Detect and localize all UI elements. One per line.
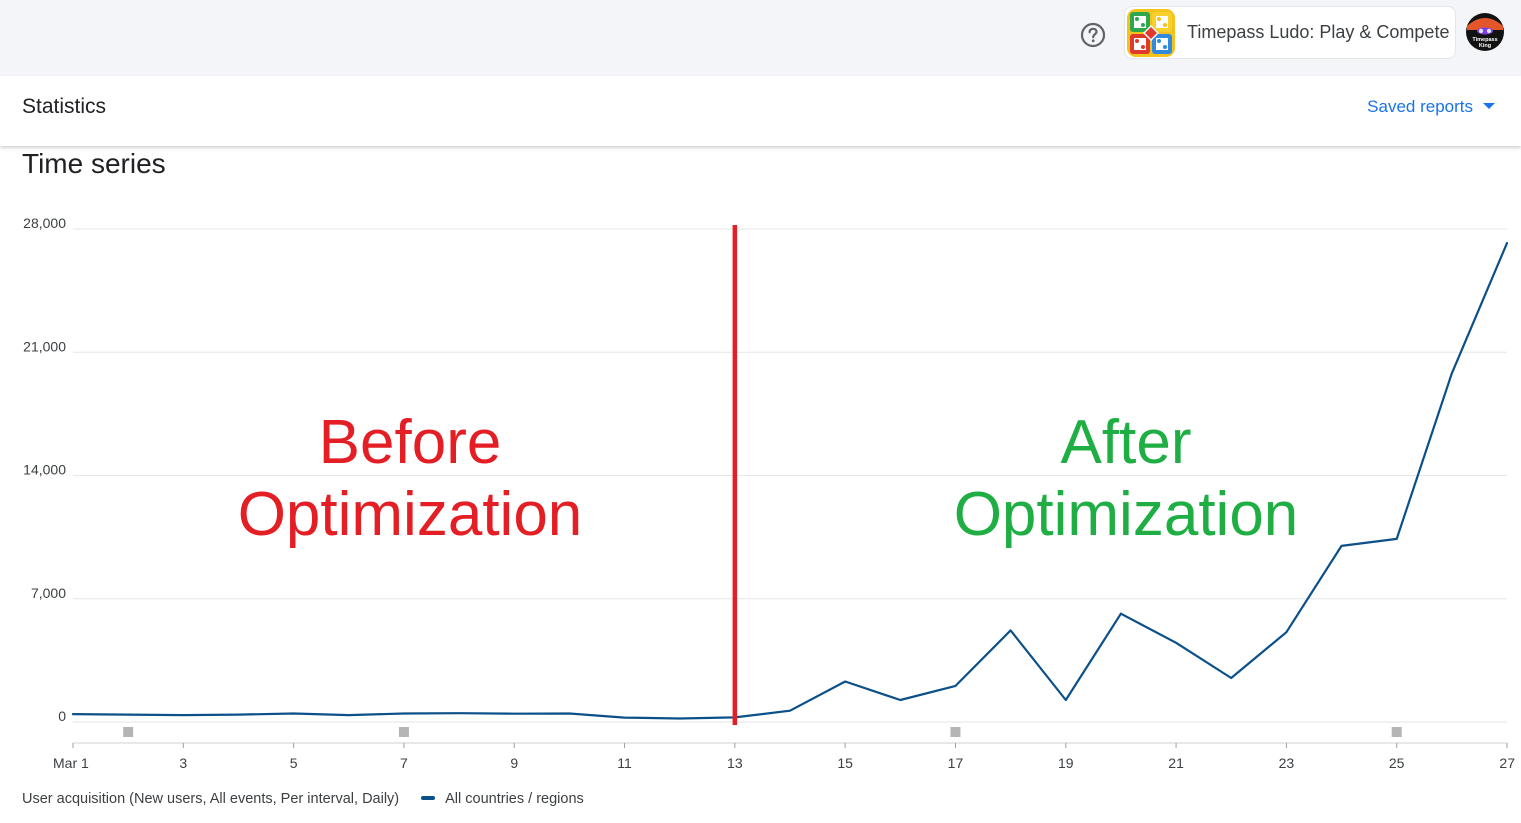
saved-reports-dropdown[interactable]: Saved reports bbox=[1367, 97, 1495, 117]
avatar-text-line2: King bbox=[1479, 43, 1491, 49]
event-marker bbox=[398, 727, 409, 737]
statistics-header: Statistics Saved reports bbox=[0, 76, 1521, 146]
ludo-board-icon bbox=[1127, 9, 1175, 57]
y-tick-label: 0 bbox=[58, 708, 66, 724]
app-selector[interactable]: Timepass Ludo: Play & Compete bbox=[1124, 6, 1456, 59]
section-title: Time series bbox=[22, 148, 166, 179]
x-tick-label: Mar 1 bbox=[53, 755, 89, 771]
x-tick-label: 21 bbox=[1168, 755, 1184, 771]
x-tick-label: 7 bbox=[400, 755, 408, 771]
top-bar: Timepass Ludo: Play & Compete Timepass K… bbox=[0, 0, 1521, 76]
x-tick-label: 15 bbox=[837, 755, 853, 771]
before-label-line1: Before bbox=[319, 408, 502, 477]
x-tick-label: 13 bbox=[727, 755, 743, 771]
x-tick-label: 11 bbox=[617, 755, 632, 771]
y-tick-label: 7,000 bbox=[31, 585, 66, 601]
avatar[interactable]: Timepass King bbox=[1465, 12, 1505, 52]
x-tick-label: 3 bbox=[179, 755, 187, 771]
legend-swatch bbox=[421, 796, 436, 801]
x-tick-label: 17 bbox=[948, 755, 964, 771]
after-label-line2: Optimization bbox=[954, 480, 1299, 549]
page-title: Statistics bbox=[22, 95, 107, 118]
y-tick-label: 14,000 bbox=[23, 462, 66, 478]
x-tick-label: 25 bbox=[1389, 755, 1405, 771]
avatar-text-line1: Timepass bbox=[1472, 37, 1497, 43]
after-label-line1: After bbox=[1061, 408, 1192, 477]
chart-legend: User acquisition (New users, All events,… bbox=[22, 791, 584, 809]
caret-down-icon bbox=[1483, 102, 1495, 109]
x-tick-label: 23 bbox=[1279, 755, 1295, 771]
help-circle-icon[interactable] bbox=[1080, 22, 1106, 48]
x-tick-label: 5 bbox=[290, 755, 298, 771]
legend-metric-label: User acquisition (New users, All events,… bbox=[22, 791, 400, 807]
x-tick-label: 19 bbox=[1058, 755, 1074, 771]
event-marker bbox=[1391, 727, 1402, 737]
legend-series-label: All countries / regions bbox=[445, 791, 584, 807]
before-label-line2: Optimization bbox=[238, 480, 583, 549]
x-tick-label: 27 bbox=[1499, 755, 1515, 771]
series-line bbox=[71, 241, 1509, 720]
app-name: Timepass Ludo: Play & Compete bbox=[1187, 22, 1450, 42]
saved-reports-label: Saved reports bbox=[1367, 97, 1473, 116]
event-marker bbox=[123, 727, 134, 737]
time-series-chart: 0 7,000 14,000 21,000 28,000 Mar 1 3 5 7 9 11 13 15 1… bbox=[23, 215, 1515, 771]
event-marker bbox=[950, 727, 961, 737]
y-tick-label: 28,000 bbox=[23, 215, 66, 231]
x-tick-label: 9 bbox=[510, 755, 518, 771]
y-tick-label: 21,000 bbox=[23, 338, 66, 354]
